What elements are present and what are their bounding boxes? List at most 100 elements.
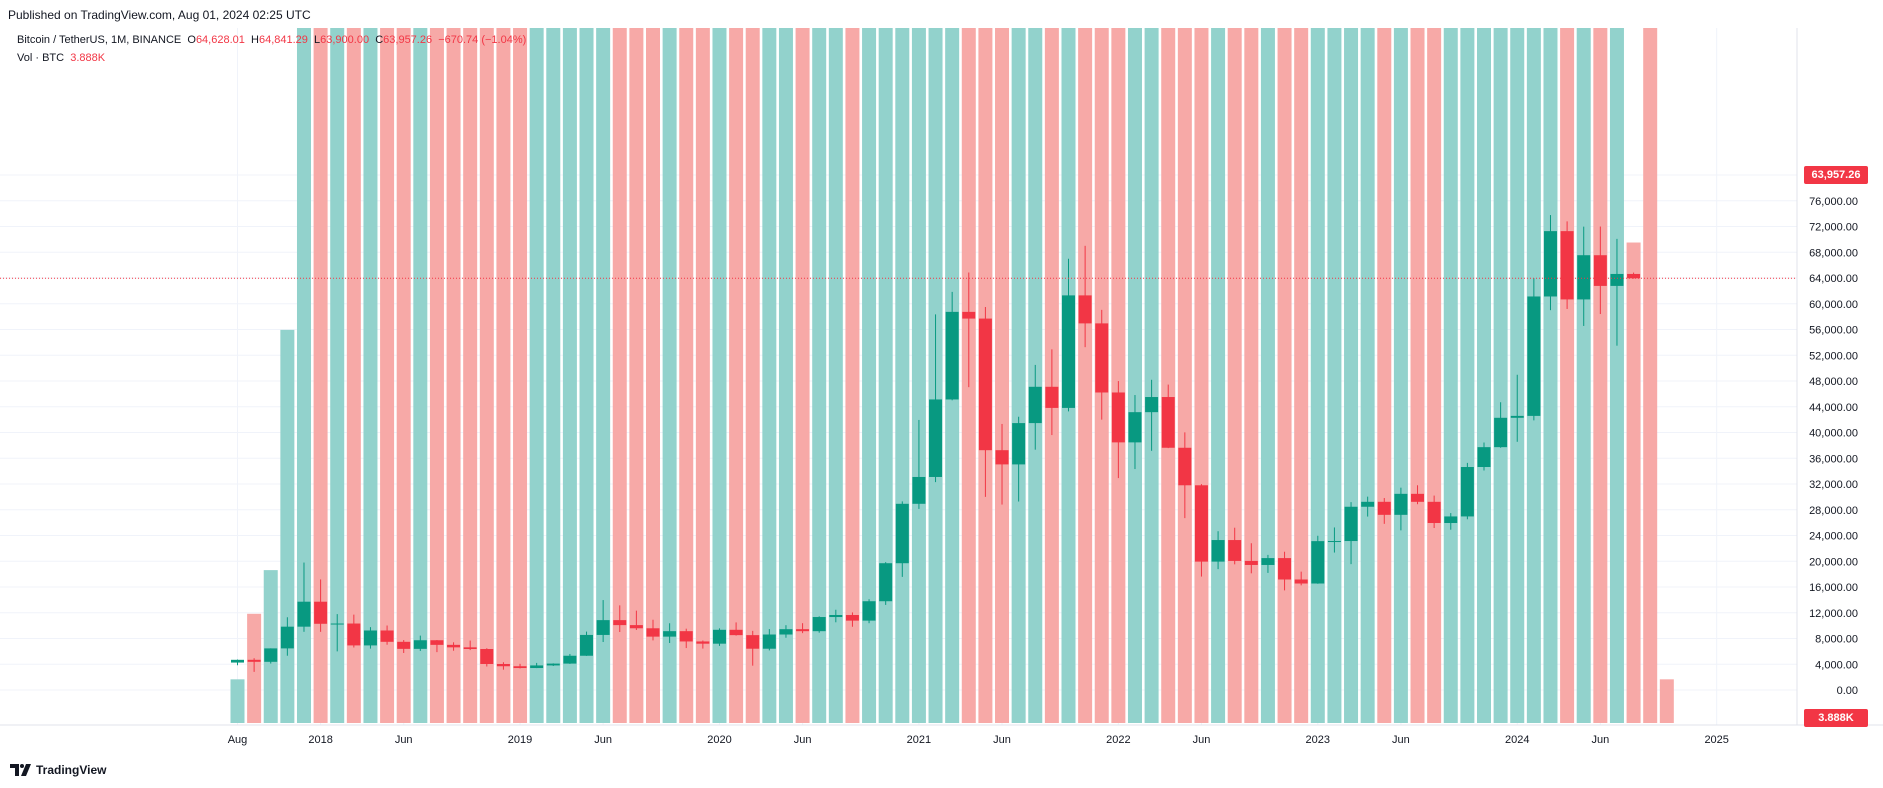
- volume-bar: [795, 28, 810, 724]
- price-tick-label: 36,000.00: [1809, 453, 1858, 465]
- candle-body: [1361, 501, 1375, 507]
- time-tick-label: Jun: [1591, 734, 1609, 746]
- candle-body: [1411, 493, 1425, 502]
- candle-body: [1377, 501, 1391, 515]
- volume-bar: [1277, 28, 1292, 723]
- candle-body: [696, 641, 710, 644]
- candle-body: [280, 626, 294, 649]
- volume-bar: [596, 28, 611, 723]
- volume-bar: [762, 28, 777, 723]
- volume-bar: [513, 28, 528, 724]
- candle-body: [712, 629, 726, 644]
- candle-body: [929, 399, 943, 477]
- candle-body: [1244, 560, 1258, 565]
- candle-body: [1311, 541, 1325, 584]
- candle-body: [1477, 447, 1491, 468]
- candle-body: [862, 601, 876, 621]
- volume-bar: [1194, 28, 1209, 723]
- legend-symbol[interactable]: Bitcoin / TetherUS, 1M, BINANCE: [17, 34, 182, 46]
- legend-high-value: 64,841.29: [258, 34, 308, 46]
- volume-bar: [1111, 28, 1126, 723]
- price-tick-label: 60,000.00: [1809, 299, 1858, 311]
- volume-bar: [1410, 28, 1425, 723]
- time-tick-label: 2022: [1106, 734, 1130, 746]
- candle-body: [1161, 397, 1175, 448]
- candle-body: [1510, 415, 1524, 418]
- legend-low-value: 63,900.00: [320, 34, 370, 46]
- candle-body: [330, 623, 344, 625]
- volume-bar: [1078, 28, 1093, 723]
- price-tick-label: 56,000.00: [1809, 325, 1858, 337]
- volume-bar: [712, 28, 727, 724]
- candle-body: [1111, 392, 1125, 443]
- volume-bar: [546, 28, 561, 723]
- footer: TradingView: [10, 760, 106, 780]
- volume-bar: [646, 28, 660, 724]
- time-tick-label: Jun: [993, 734, 1011, 746]
- candle-body: [978, 318, 992, 451]
- volume-bar: [862, 28, 877, 723]
- time-tick-label: 2024: [1505, 734, 1529, 746]
- legend-change: −670.74 (−1.04%): [438, 34, 527, 46]
- price-tick-label: 64,000.00: [1809, 273, 1858, 285]
- price-tick-label: 8,000.00: [1815, 634, 1858, 646]
- volume-bar: [1244, 28, 1259, 723]
- candle-body: [546, 663, 560, 666]
- volume-bar: [845, 28, 860, 723]
- price-tick-label: 28,000.00: [1809, 505, 1858, 517]
- candle-body: [1460, 467, 1474, 517]
- candle-body: [812, 617, 826, 632]
- volume-bar: [1344, 28, 1359, 723]
- chart-area[interactable]: 80,000.0076,000.0072,000.0068,000.0064,0…: [0, 28, 1883, 750]
- volume-bar: [729, 28, 744, 723]
- legend-volume: Vol · BTC 3.888K: [17, 52, 105, 64]
- time-tick-label: 2021: [907, 734, 931, 746]
- volume-bar: [313, 28, 328, 723]
- published-caption: Published on TradingView.com, Aug 01, 20…: [8, 8, 311, 22]
- volume-bar: [828, 28, 843, 723]
- candle-body: [596, 620, 610, 635]
- last-price-label: 63,957.26: [1804, 166, 1868, 184]
- candle-body: [1095, 323, 1109, 393]
- candle-body: [796, 629, 810, 632]
- candle-body: [1012, 423, 1026, 465]
- volume-bar: [1576, 28, 1591, 724]
- legend-close-label: C: [375, 34, 384, 46]
- volume-bar: [1493, 28, 1508, 723]
- footer-brand[interactable]: TradingView: [36, 763, 107, 777]
- volume-bar: [1393, 28, 1408, 723]
- volume-bar: [1659, 679, 1674, 723]
- candle-body: [1593, 255, 1607, 286]
- candle-body: [1427, 501, 1441, 524]
- candle-body: [1494, 417, 1508, 448]
- candle-body: [413, 640, 427, 649]
- price-tick-label: 24,000.00: [1809, 531, 1858, 543]
- volume-bar: [1294, 28, 1309, 723]
- time-scale[interactable]: Aug 2018 Jun 2019 Jun 2020 Jun 2021 Jun 2022 Jun 20…: [228, 734, 1729, 746]
- volume-bar: [280, 329, 295, 723]
- volume-bar: [562, 28, 577, 723]
- legend-open-value: 64,628.01: [195, 34, 245, 46]
- candle-body: [580, 634, 594, 656]
- legend-volume-label[interactable]: Vol · BTC: [17, 52, 65, 64]
- candle-body: [1577, 255, 1591, 300]
- candle-body: [1394, 493, 1408, 515]
- candle-body: [779, 629, 793, 635]
- candle-body: [1527, 296, 1541, 416]
- candle-body: [530, 665, 544, 669]
- volume-bar: [629, 28, 644, 723]
- volume-bar: [812, 28, 827, 724]
- price-tick-label: 52,000.00: [1809, 350, 1858, 362]
- price-tick-label: 20,000.00: [1809, 556, 1858, 568]
- candle-body: [1228, 540, 1242, 561]
- candle-body: [430, 640, 444, 645]
- volume-bars: [230, 28, 1674, 724]
- price-scale[interactable]: 80,000.0076,000.0072,000.0068,000.0064,0…: [1809, 170, 1858, 697]
- candle-body: [1078, 295, 1092, 324]
- price-tick-label: 16,000.00: [1809, 582, 1858, 594]
- candle-body: [347, 623, 361, 646]
- volume-bar: [1327, 28, 1342, 723]
- candle-body: [397, 641, 411, 649]
- volume-bar: [1643, 28, 1658, 723]
- candle-body: [463, 647, 477, 649]
